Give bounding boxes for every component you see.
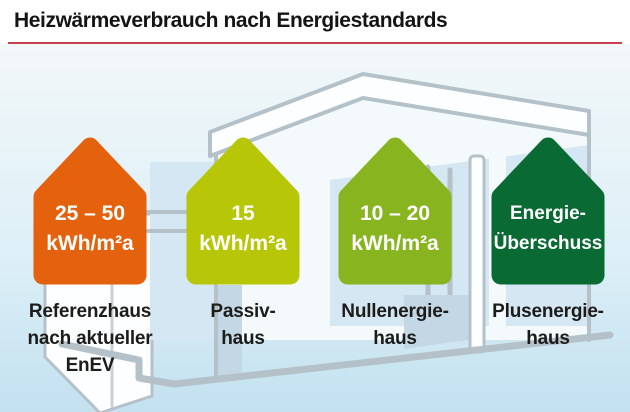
page-title: Heizwärmeverbrauch nach Energiestandards	[14, 9, 448, 32]
label-line: haus	[526, 328, 570, 349]
house-icon-nullenergiehaus: 10 – 20 kWh/m²a	[338, 135, 452, 285]
house-value: 10 – 20 kWh/m²a	[334, 199, 456, 259]
glass-strip	[216, 285, 242, 377]
label-line: Referenzhaus	[28, 301, 152, 322]
house-shape	[186, 137, 300, 285]
glass-panel	[404, 295, 482, 349]
house-value: 25 – 50 kWh/m²a	[29, 199, 151, 259]
header: Heizwärmeverbrauch nach Energiestandards	[0, 0, 630, 44]
label-line: Nullenergie-	[341, 301, 449, 322]
scene: 25 – 50 kWh/m²a 15 kWh/m²a 10 – 20 kWh/m…	[0, 44, 630, 412]
terrace-edge	[58, 331, 614, 388]
house-value: Energie- Überschuss	[487, 199, 609, 259]
house-shape	[491, 137, 605, 285]
house-label-passivhaus: Passiv- haus	[158, 298, 328, 352]
house-label-plusenergiehaus: Plusenergie- haus	[463, 298, 630, 352]
house-icon-plusenergiehaus: Energie- Überschuss	[491, 135, 605, 285]
label-line: haus	[221, 328, 265, 349]
value-line: Energie-	[509, 203, 587, 224]
house-label-nullenergiehaus: Nullenergie- haus	[310, 298, 480, 352]
accent-rule	[8, 42, 622, 44]
label-line: haus	[373, 328, 417, 349]
house-shape	[33, 137, 147, 285]
label-line: Plusenergie-	[492, 301, 604, 322]
value-line: 25 – 50	[54, 202, 126, 225]
value-line: kWh/m²a	[46, 232, 134, 255]
house-value: 15 kWh/m²a	[182, 199, 304, 259]
label-line: nach aktueller	[27, 328, 153, 349]
house-icon-passivhaus: 15 kWh/m²a	[186, 135, 300, 285]
value-line: kWh/m²a	[199, 232, 287, 255]
house-shape	[338, 137, 452, 285]
value-line: 10 – 20	[359, 202, 431, 225]
label-line: Passiv-	[210, 301, 276, 322]
house-label-referenzhaus: Referenzhaus nach aktueller EnEV	[5, 298, 175, 379]
value-line: 15	[231, 202, 255, 225]
value-line: kWh/m²a	[351, 232, 439, 255]
label-line: EnEV	[65, 355, 115, 376]
house-icon-referenzhaus: 25 – 50 kWh/m²a	[33, 135, 147, 285]
value-line: Überschuss	[493, 233, 603, 254]
